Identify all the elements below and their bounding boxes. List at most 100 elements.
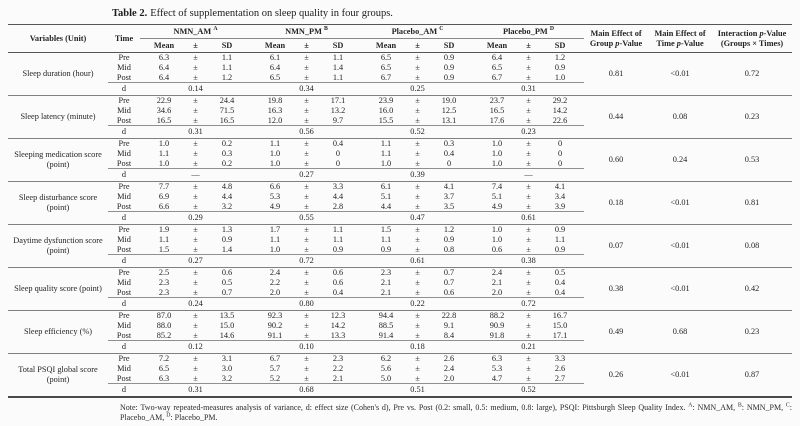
sd-cell: 1.1 xyxy=(332,225,344,235)
plus-minus-cell: ± xyxy=(415,354,420,364)
mean-cell: 1.0 xyxy=(158,139,170,149)
plus-minus-cell: ± xyxy=(415,72,420,82)
data-row: Post 85.2 ±14.6 91.1 ±13.3 91.4 ±8.4 91.8 ±17.1 xyxy=(8,331,792,341)
sd-cell: 0 xyxy=(557,158,563,168)
effect-size-cell: — xyxy=(140,168,251,182)
mean-cell: 6.5 xyxy=(269,72,281,82)
mean-cell: 2.4 xyxy=(491,268,503,278)
sd-cell: 4.4 xyxy=(221,191,233,201)
plus-minus-cell: ± xyxy=(415,320,420,330)
table-note: Note: Two-way repeated-measures analysis… xyxy=(120,401,793,423)
data-row: Total PSQI global score (point) Pre 7.2 ±3.… xyxy=(8,354,792,384)
mean-cell: 6.1 xyxy=(269,53,281,63)
mean-cell: 92.3 xyxy=(267,311,283,321)
effect-size-cell: 0.55 xyxy=(251,211,363,225)
sd-cell: 3.4 xyxy=(554,191,566,201)
mean-cell: 6.4 xyxy=(269,62,281,72)
mean-cell: 5.7 xyxy=(269,363,281,373)
mean-cell: 6.5 xyxy=(491,62,503,72)
sd-cell: 9.1 xyxy=(443,320,455,330)
plus-minus-cell: ± xyxy=(526,277,531,287)
effect-size-cell: 0.12 xyxy=(140,340,251,354)
table-caption-text: Effect of supplementation on sleep quali… xyxy=(150,8,393,19)
sd-cell: 15.0 xyxy=(219,320,235,330)
plus-minus-cell: ± xyxy=(526,105,531,115)
sd-cell: 1.0 xyxy=(554,72,566,82)
variable-block: Total PSQI global score (point) Pre 7.2 ±3.… xyxy=(8,354,793,397)
sd-cell: 14.6 xyxy=(219,330,235,340)
sd-cell: 0.6 xyxy=(332,268,344,278)
plus-minus-cell: ± xyxy=(415,191,420,201)
p-value-cell: 0.07 xyxy=(608,241,624,251)
effect-size-cell: 0.39 xyxy=(362,168,474,182)
header-plus-minus: ± xyxy=(304,40,309,50)
data-row: Sleep quality score (point) Pre 2.5 ±0.6 2.4… xyxy=(8,268,792,293)
p-value-cell: 0.18 xyxy=(608,198,624,208)
time-cell: Pre xyxy=(118,225,130,235)
plus-minus-cell: ± xyxy=(193,201,198,211)
plus-minus-cell: ± xyxy=(193,234,198,244)
sd-cell: 0.4 xyxy=(332,139,344,149)
plus-minus-cell: ± xyxy=(526,182,531,192)
data-row: Sleep duration (hour) Pre 6.3 ±1.1 6.1 ±1.1 6.… xyxy=(8,53,792,78)
mean-cell: 1.1 xyxy=(380,234,392,244)
plus-minus-cell: ± xyxy=(526,191,531,201)
variable-block: Daytime dysfunction score (point) Pre 1.9 ±… xyxy=(8,225,793,268)
plus-minus-cell: ± xyxy=(526,320,531,330)
sd-cell: 2.6 xyxy=(554,363,566,373)
header-p-time: Main Effect of Time p-Value xyxy=(654,29,706,48)
effect-size-label: d xyxy=(108,82,140,96)
mean-cell: 12.0 xyxy=(267,115,283,125)
sd-cell: 19.0 xyxy=(441,96,457,106)
p-value-cell: 0.60 xyxy=(608,155,624,165)
page: Table 2. Effect of supplementation on sle… xyxy=(0,8,800,424)
variable-block: Sleep quality score (point) Pre 2.5 ±0.6 2.4… xyxy=(8,268,793,311)
mean-cell: 2.1 xyxy=(380,287,392,297)
time-cell: Mid xyxy=(117,62,131,72)
data-row: Post 16.5 ±16.5 12.0 ±9.7 15.5 ±13.1 17.6 ±22.6 xyxy=(8,116,792,126)
time-cell: Pre xyxy=(118,182,130,192)
plus-minus-cell: ± xyxy=(304,148,309,158)
sd-cell: 3.3 xyxy=(332,182,344,192)
sd-cell: 1.3 xyxy=(221,225,233,235)
plus-minus-cell: ± xyxy=(193,287,198,297)
mean-cell: 2.1 xyxy=(380,277,392,287)
p-value-cell: <0.01 xyxy=(670,284,690,294)
effect-size-cell: 0.38 xyxy=(473,254,585,268)
sd-cell: 0.9 xyxy=(554,62,566,72)
data-row: Mid 6.4 ±1.1 6.4 ±1.4 6.5 ±0.9 6.5 ±0.9 xyxy=(8,63,792,73)
sd-cell: 0.4 xyxy=(554,287,566,297)
header-mean: Mean xyxy=(375,40,397,50)
mean-cell: 6.5 xyxy=(380,53,392,63)
plus-minus-cell: ± xyxy=(526,225,531,235)
plus-minus-cell: ± xyxy=(193,182,198,192)
mean-cell: 1.5 xyxy=(158,244,170,254)
mean-cell: 6.3 xyxy=(158,373,170,383)
time-cell: Mid xyxy=(117,320,131,330)
sd-cell: 13.2 xyxy=(330,105,346,115)
sd-cell: 13.3 xyxy=(330,330,346,340)
plus-minus-cell: ± xyxy=(304,182,309,192)
plus-minus-cell: ± xyxy=(193,244,198,254)
plus-minus-cell: ± xyxy=(304,330,309,340)
data-row: Sleeping medication score (point) Pre 1.0 ±… xyxy=(8,139,792,169)
sd-cell: 4.8 xyxy=(221,182,233,192)
plus-minus-cell: ± xyxy=(304,139,309,149)
sd-cell: 0.9 xyxy=(554,244,566,254)
sd-cell: 0.4 xyxy=(443,148,455,158)
effect-size-cell: 0.25 xyxy=(362,82,474,96)
sd-cell: 16.5 xyxy=(219,115,235,125)
time-cell: Mid xyxy=(117,148,131,158)
sd-cell: 3.2 xyxy=(221,373,233,383)
sd-cell: 1.1 xyxy=(554,234,566,244)
mean-cell: 1.0 xyxy=(491,148,503,158)
italic-p: p xyxy=(759,29,764,39)
effect-size-label: d xyxy=(108,254,140,268)
mean-cell: 6.7 xyxy=(491,72,503,82)
effect-size-cell: 0.22 xyxy=(362,297,474,311)
plus-minus-cell: ± xyxy=(526,62,531,72)
time-cell: Post xyxy=(116,115,132,125)
mean-cell: 19.8 xyxy=(267,96,283,106)
sd-cell: 3.5 xyxy=(443,201,455,211)
sd-cell: 1.1 xyxy=(332,72,344,82)
